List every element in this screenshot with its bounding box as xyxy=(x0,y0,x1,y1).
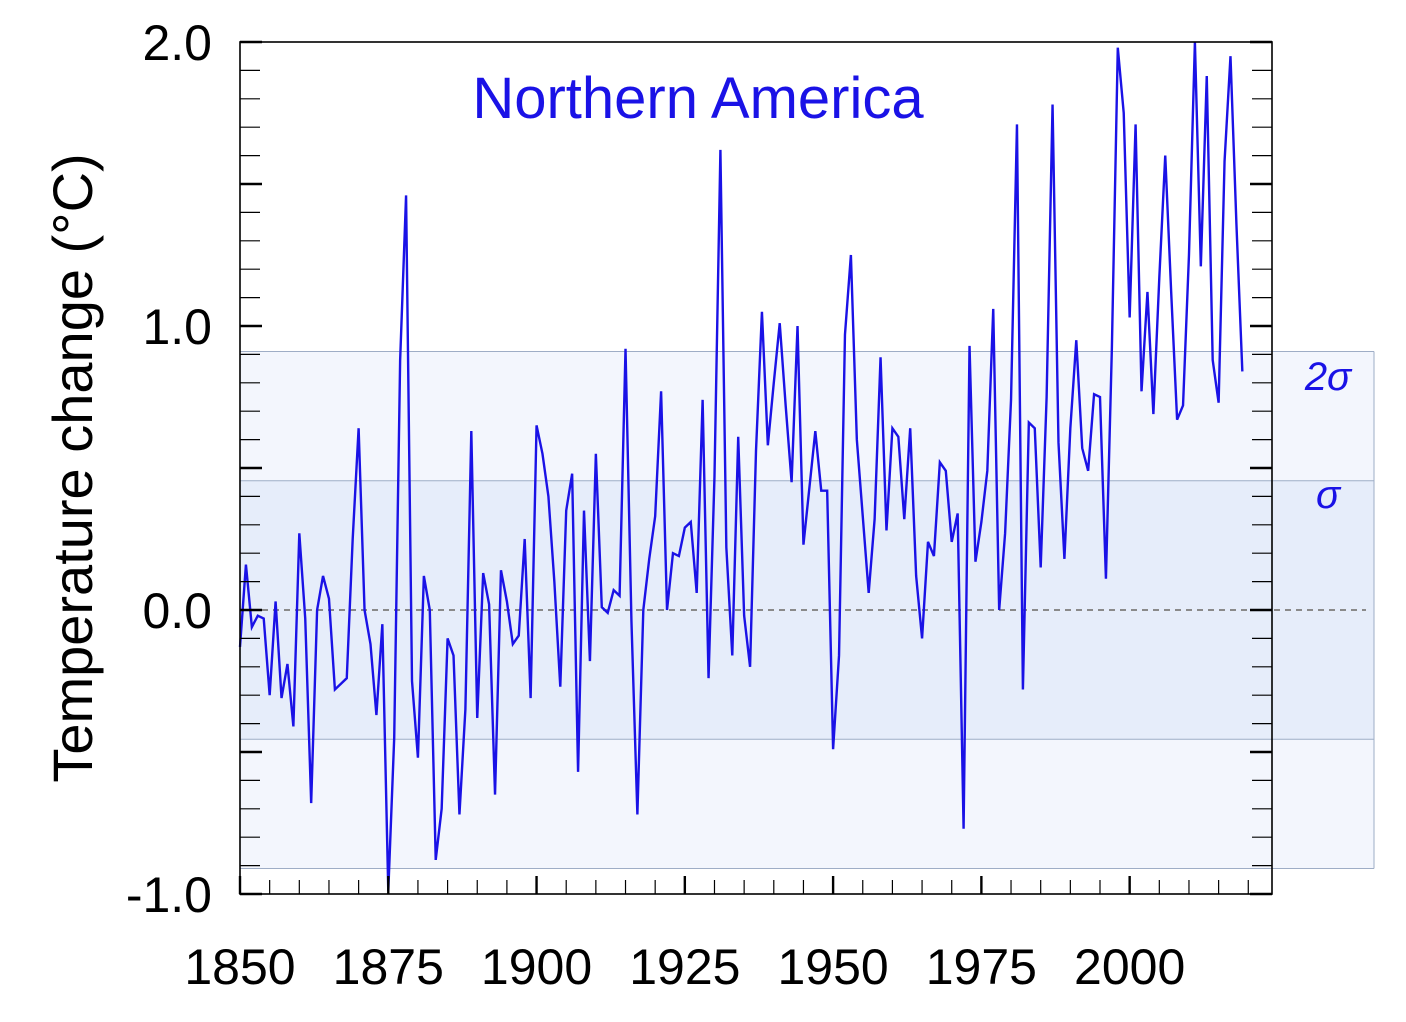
x-tick-label: 2000 xyxy=(1074,939,1185,995)
y-tick-label: 1.0 xyxy=(142,299,212,355)
y-tick-label: -1.0 xyxy=(126,867,212,923)
y-tick-label: 0.0 xyxy=(142,583,212,639)
y-tick-label: 2.0 xyxy=(142,15,212,71)
x-tick-label: 1875 xyxy=(333,939,444,995)
x-tick-label: 1925 xyxy=(629,939,740,995)
y-axis-title: Temperature change (°C) xyxy=(41,153,104,782)
x-tick-label: 1850 xyxy=(184,939,295,995)
x-tick-label: 1950 xyxy=(777,939,888,995)
x-tick-label: 1975 xyxy=(926,939,1037,995)
chart-title: Northern America xyxy=(472,66,924,131)
x-tick-label: 1900 xyxy=(481,939,592,995)
band-label-sigma: σ xyxy=(1316,473,1342,517)
band-label-two-sigma: 2σ xyxy=(1304,355,1353,399)
